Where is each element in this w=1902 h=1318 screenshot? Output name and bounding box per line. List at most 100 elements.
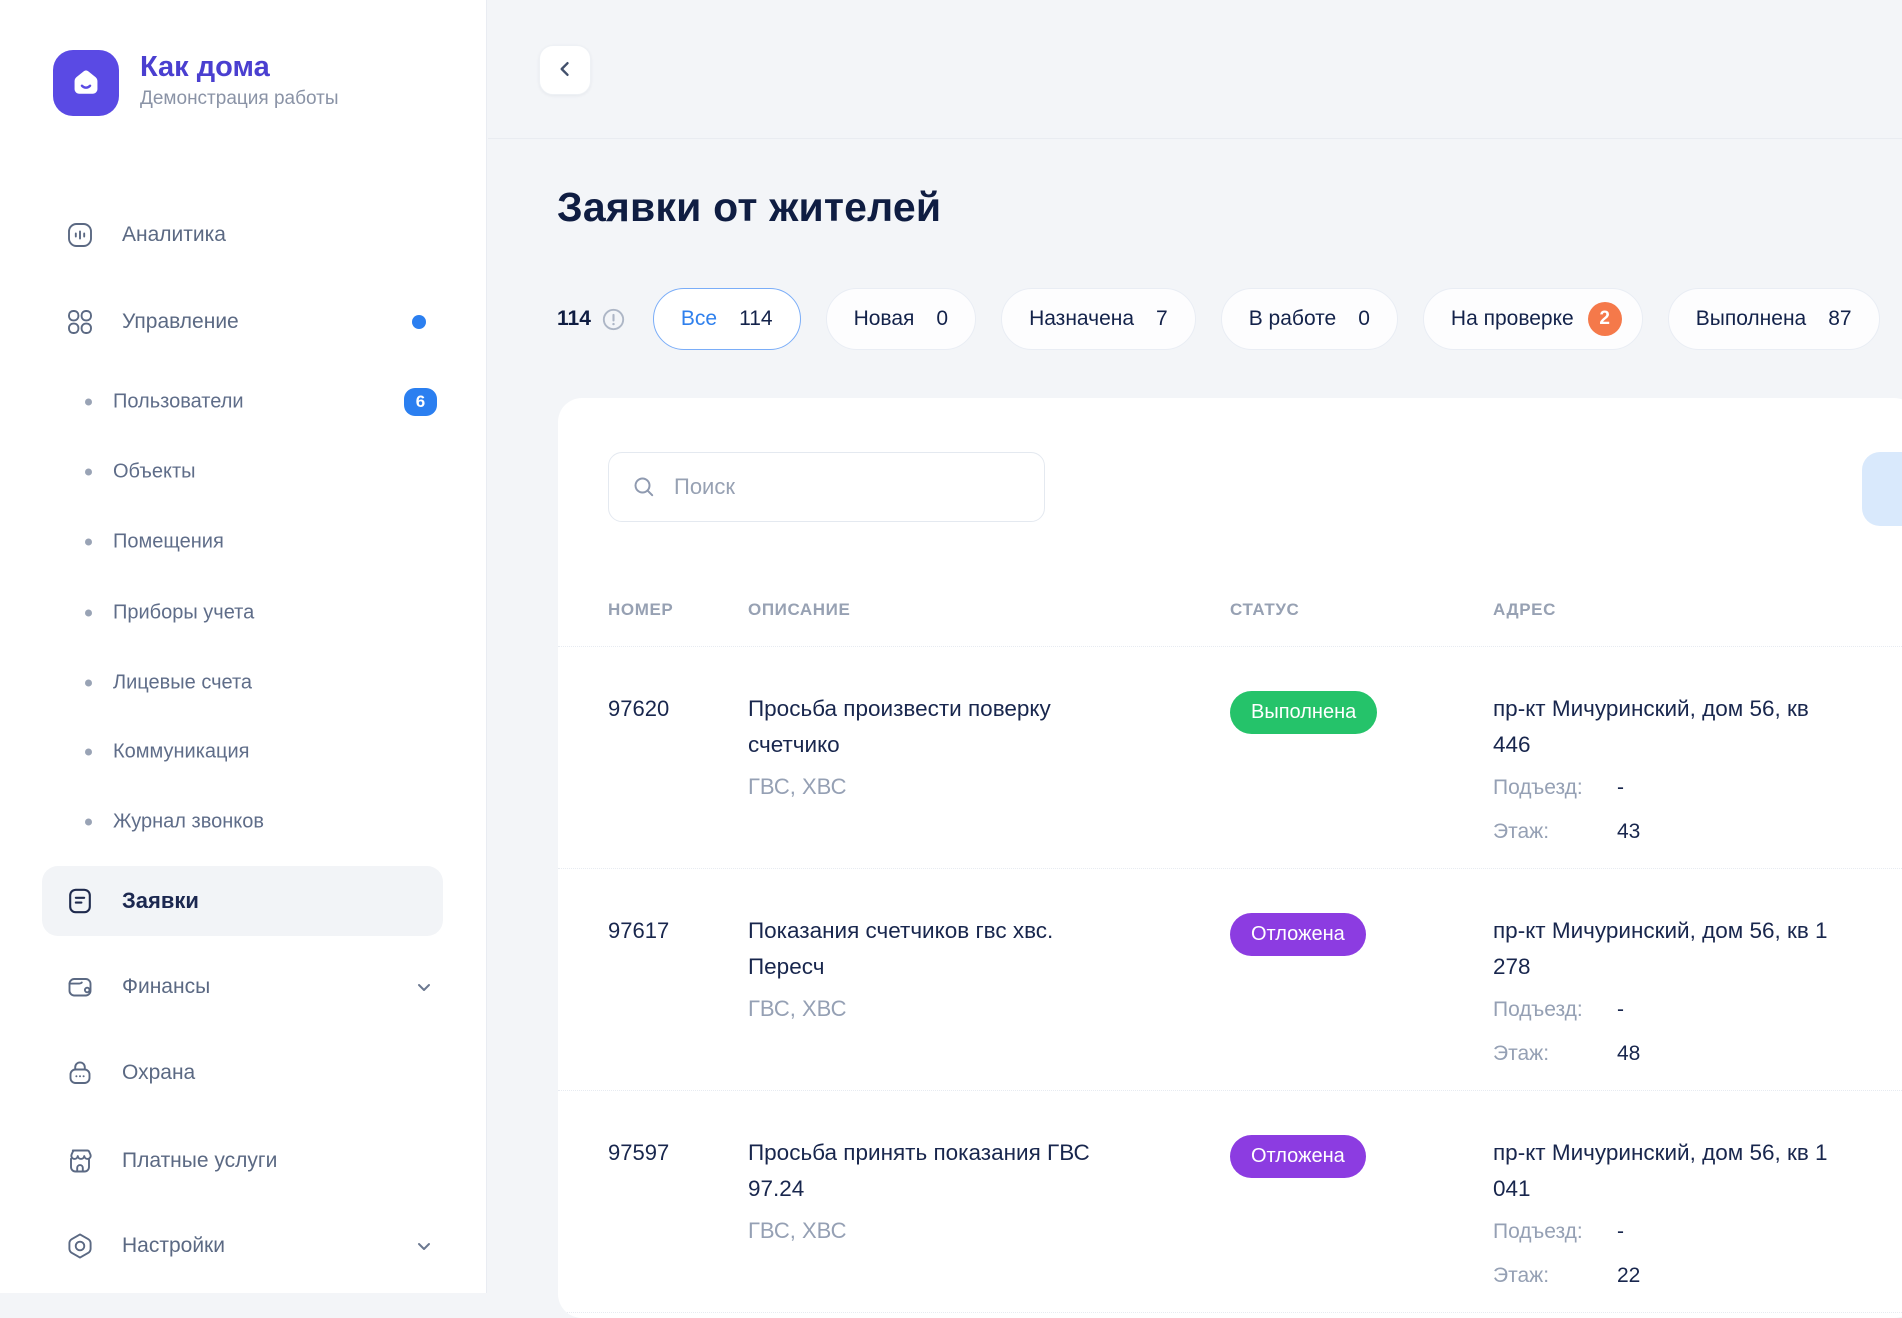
- sidebar-item-users[interactable]: Пользователи 6: [0, 367, 460, 437]
- sidebar-item-accounts[interactable]: Лицевые счета: [0, 648, 460, 718]
- request-number: 97617: [608, 918, 670, 943]
- sidebar-menu: Аналитика Управление Пользователи 6 Объекты П…: [0, 0, 486, 1293]
- status-badge: Отложена: [1230, 913, 1366, 956]
- sidebar-item-paid-services[interactable]: Платные услуги: [0, 1126, 460, 1196]
- floor-label: Этаж:: [1493, 1264, 1550, 1287]
- request-tags: ГВС, ХВС: [748, 1218, 847, 1243]
- sidebar-item-label: Лицевые счета: [113, 671, 253, 694]
- search-field[interactable]: [608, 452, 1045, 522]
- users-count-badge: 6: [404, 388, 437, 416]
- bullet-icon: [85, 679, 92, 687]
- filter-count: 0: [936, 307, 949, 330]
- sidebar-item-label: Настройки: [122, 1234, 225, 1257]
- info-icon[interactable]: [601, 307, 626, 332]
- main-content: Заявки от жителей 114 Все 114 Новая 0 Назнач…: [488, 0, 1902, 1318]
- filter-label: В работе: [1248, 307, 1337, 330]
- sidebar-item-security[interactable]: Охрана: [0, 1038, 460, 1108]
- search-icon: [631, 474, 657, 500]
- search-input[interactable]: [672, 473, 996, 501]
- request-address: пр-кт Мичуринский, дом 56, кв 1 041: [1493, 1140, 1828, 1201]
- security-icon: [65, 1058, 95, 1088]
- sidebar-item-analytics[interactable]: Аналитика: [0, 200, 460, 270]
- sidebar-item-label: Аналитика: [122, 223, 226, 246]
- sidebar-item-call-log[interactable]: Журнал звонков: [0, 787, 460, 857]
- sidebar-item-label: Помещения: [113, 530, 224, 553]
- request-description: Просьба принять показания ГВС 97.24: [748, 1140, 1090, 1201]
- request-tags: ГВС, ХВС: [748, 774, 847, 799]
- column-header-description: ОПИСАНИЕ: [748, 600, 851, 619]
- filter-count: 114: [739, 307, 773, 330]
- chevron-left-icon: [553, 57, 577, 84]
- sidebar-item-objects[interactable]: Объекты: [0, 437, 460, 507]
- total-counter: 114: [557, 307, 626, 332]
- sidebar-item-label: Платные услуги: [122, 1149, 278, 1172]
- filter-row: 114 Все 114 Новая 0 Назначена 7 В работе 0 На пр…: [557, 288, 1880, 350]
- filter-chip-in-progress[interactable]: В работе 0: [1220, 288, 1398, 350]
- bullet-icon: [85, 468, 92, 476]
- filter-chip-done[interactable]: Выполнена 87: [1667, 288, 1880, 350]
- requests-card: НОМЕР ОПИСАНИЕ СТАТУС АДРЕС 97620 Просьб…: [558, 398, 1902, 1318]
- column-header-address: АДРЕС: [1493, 600, 1556, 619]
- floor-value: 22: [1617, 1264, 1641, 1287]
- app-title: Как дома: [140, 51, 270, 83]
- sidebar-item-label: Охрана: [122, 1061, 196, 1084]
- sidebar-item-label: Объекты: [113, 460, 196, 483]
- entrance-label: Подъезд:: [1493, 776, 1583, 799]
- finance-icon: [65, 972, 95, 1002]
- settings-icon: [65, 1231, 95, 1261]
- request-row[interactable]: 97597 Просьба принять показания ГВС 97.2…: [558, 1091, 1902, 1313]
- sidebar-item-requests[interactable]: Заявки: [42, 866, 443, 936]
- entrance-label: Подъезд:: [1493, 1220, 1583, 1243]
- filter-label: Все: [680, 307, 718, 330]
- sidebar-item-label: Управление: [122, 310, 239, 333]
- floor-value: 43: [1617, 820, 1641, 843]
- app-logo: Как дома Демонстрация работы: [53, 50, 338, 116]
- filter-count: 87: [1828, 307, 1852, 330]
- filter-label: Назначена: [1029, 307, 1135, 330]
- entrance-value: -: [1617, 1220, 1624, 1243]
- chevron-down-icon: [412, 975, 436, 999]
- sidebar-item-meters[interactable]: Приборы учета: [0, 578, 460, 648]
- analytics-icon: [65, 220, 95, 250]
- column-header-number: НОМЕР: [608, 600, 674, 619]
- app-subtitle: Демонстрация работы: [140, 88, 339, 109]
- bullet-icon: [85, 398, 92, 406]
- filter-chip-new[interactable]: Новая 0: [825, 288, 977, 350]
- sidebar-item-settings[interactable]: Настройки: [0, 1211, 460, 1281]
- sidebar-item-management[interactable]: Управление: [0, 287, 460, 357]
- sidebar-item-label: Пользователи: [113, 390, 244, 413]
- back-button[interactable]: [539, 45, 591, 95]
- total-count: 114: [557, 307, 591, 330]
- request-address: пр-кт Мичуринский, дом 56, кв 446: [1493, 696, 1809, 757]
- filter-chip-all[interactable]: Все 114: [652, 288, 801, 350]
- request-row[interactable]: 97620 Просьба произвести поверку счетчик…: [558, 647, 1902, 869]
- filter-chip-on-review[interactable]: На проверке 2: [1422, 288, 1643, 350]
- floor-value: 48: [1617, 1042, 1641, 1065]
- request-number: 97620: [608, 696, 670, 721]
- sidebar-item-premises[interactable]: Помещения: [0, 507, 460, 577]
- paid-services-icon: [65, 1146, 95, 1176]
- floor-label: Этаж:: [1493, 1042, 1550, 1065]
- filter-tool-button[interactable]: [1862, 452, 1902, 526]
- request-row[interactable]: 97617 Показания счетчиков гвс хвс. Перес…: [558, 869, 1902, 1091]
- sidebar-item-label: Коммуникация: [113, 740, 250, 763]
- filter-chip-assigned[interactable]: Назначена 7: [1001, 288, 1196, 350]
- floor-label: Этаж:: [1493, 820, 1550, 843]
- requests-icon: [65, 886, 95, 916]
- review-count-badge: 2: [1587, 302, 1622, 336]
- chevron-down-icon: [412, 1234, 436, 1258]
- home-logo-icon: [53, 50, 119, 116]
- request-description: Показания счетчиков гвс хвс. Пересч: [748, 918, 1054, 979]
- filter-count: 7: [1156, 307, 1168, 330]
- sidebar-item-communication[interactable]: Коммуникация: [0, 717, 460, 787]
- filter-label: На проверке: [1450, 307, 1574, 330]
- entrance-label: Подъезд:: [1493, 998, 1583, 1021]
- sidebar-item-label: Финансы: [122, 975, 211, 998]
- bullet-icon: [85, 818, 92, 826]
- status-badge: Выполнена: [1230, 691, 1378, 734]
- request-tags: ГВС, ХВС: [748, 996, 847, 1021]
- requests-table: НОМЕР ОПИСАНИЕ СТАТУС АДРЕС 97620 Просьб…: [558, 598, 1902, 1313]
- request-address: пр-кт Мичуринский, дом 56, кв 1 278: [1493, 918, 1828, 979]
- column-header-status: СТАТУС: [1230, 600, 1300, 619]
- sidebar-item-finance[interactable]: Финансы: [0, 952, 460, 1022]
